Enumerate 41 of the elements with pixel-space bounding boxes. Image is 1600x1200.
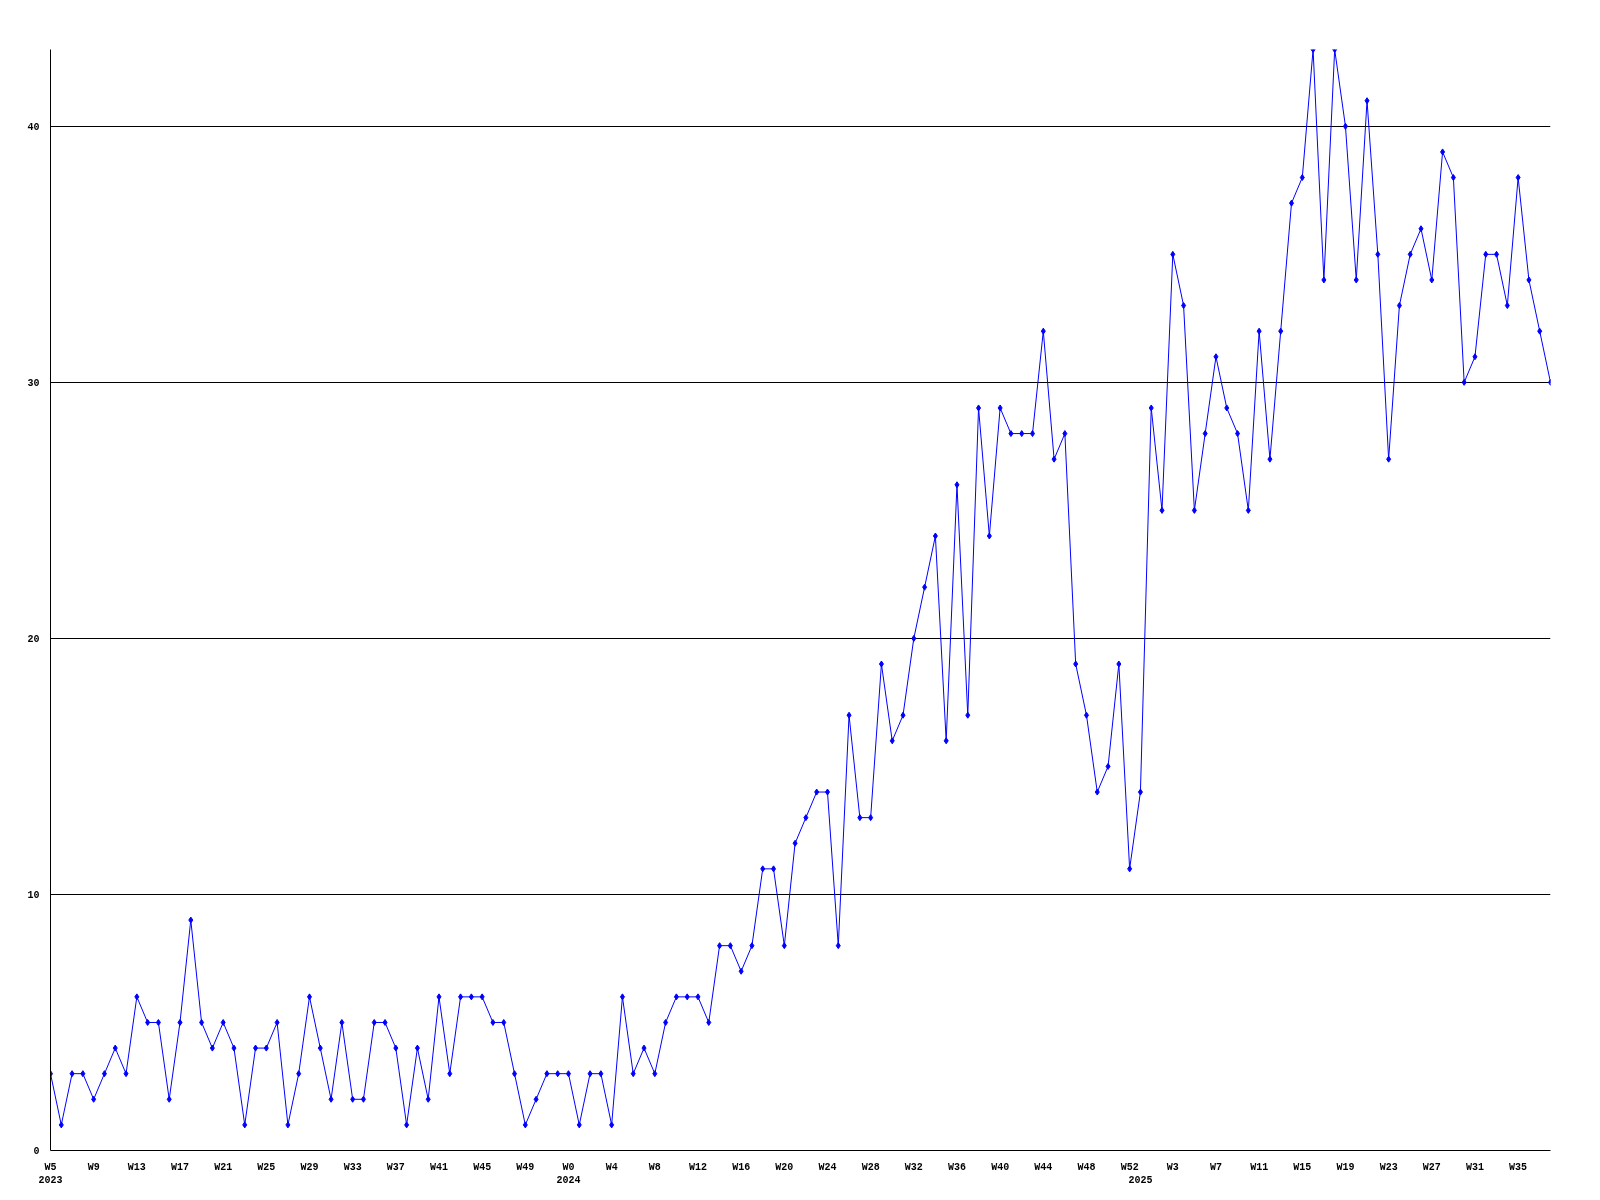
- x-tick-label: W45: [473, 1161, 492, 1173]
- x-tick-label: W15: [1293, 1161, 1312, 1173]
- x-tick-label: W13: [127, 1161, 146, 1173]
- x-tick-label: W33: [343, 1161, 362, 1173]
- y-tick-label: 0: [33, 1146, 40, 1157]
- x-tick-label: W32: [904, 1161, 923, 1173]
- x-tick-label: W28: [861, 1161, 880, 1173]
- x-tick-label: W40: [991, 1161, 1010, 1173]
- x-tick-label: W48: [1077, 1161, 1096, 1173]
- x-tick-label: W41: [429, 1161, 448, 1173]
- x-tick-label: W31: [1465, 1161, 1484, 1173]
- x-tick-label: W5 2023: [38, 1161, 63, 1186]
- y-tick-label: 40: [27, 121, 40, 133]
- x-tick-label: W37: [386, 1161, 405, 1173]
- x-tick-label: W44: [1034, 1161, 1053, 1173]
- x-tick-label: W49: [516, 1161, 535, 1173]
- x-tick-label: W52: [1120, 1161, 1139, 1173]
- x-tick-label: W20: [775, 1161, 794, 1173]
- x-tick-label: W7: [1209, 1161, 1222, 1173]
- x-tick-label: W0 2024: [556, 1161, 581, 1186]
- x-tick-label: W35: [1509, 1161, 1528, 1173]
- x-tick-label: W17: [170, 1161, 190, 1173]
- x-tick-label: W12: [688, 1161, 707, 1173]
- y-tick-label: 20: [27, 633, 40, 645]
- x-tick-label: W11: [1250, 1161, 1269, 1173]
- y-tick-label: 10: [27, 889, 40, 901]
- x-tick-label: W36: [947, 1161, 966, 1173]
- x-tick-label: W21: [214, 1161, 233, 1173]
- x-tick-label: W19: [1336, 1161, 1355, 1173]
- x-tick-label: W3: [1166, 1161, 1179, 1173]
- x-tick-label: W16: [732, 1161, 751, 1173]
- x-tick-label: W27: [1422, 1161, 1441, 1173]
- x-tick-label: 2025: [1128, 1174, 1153, 1186]
- x-tick-label: W9: [87, 1161, 100, 1173]
- x-tick-label: W29: [300, 1161, 319, 1173]
- x-tick-label: W24: [818, 1161, 837, 1173]
- x-tick-label: W25: [257, 1161, 276, 1173]
- y-tick-label: 30: [27, 377, 40, 389]
- x-tick-label: W4: [605, 1161, 618, 1173]
- x-tick-label: W8: [648, 1161, 661, 1173]
- x-tick-label: W23: [1379, 1161, 1398, 1173]
